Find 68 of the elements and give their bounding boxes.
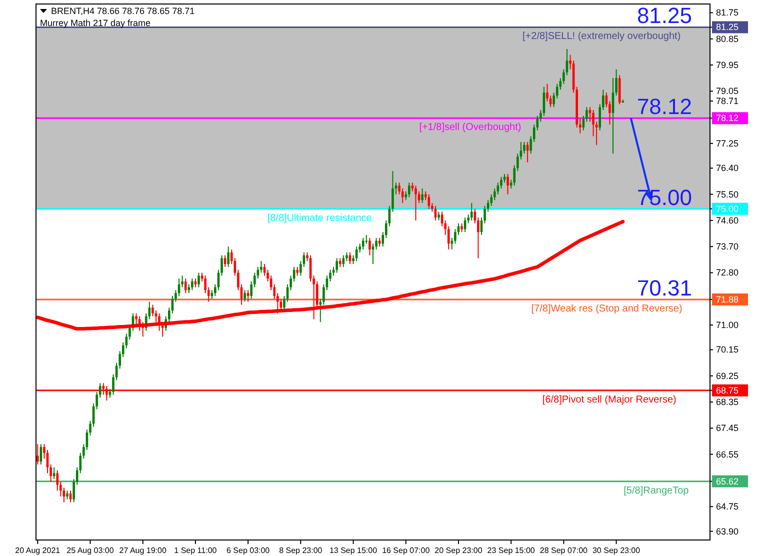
y-tick-label: 64.75 <box>716 502 739 512</box>
y-tick-label: 69.25 <box>716 370 739 381</box>
x-tick-label: 13 Sep 15:00 <box>329 546 378 555</box>
chart-title: BRENT,H4 78.66 78.76 78.65 78.71 <box>51 6 195 16</box>
candlestick <box>336 258 338 274</box>
candlestick <box>470 202 473 221</box>
ref-line-label: [+2/8]SELL! (extremely overbought) <box>522 31 681 42</box>
y-tick-label: 74.60 <box>716 215 739 226</box>
x-tick-label: 23 Sep 15:00 <box>487 546 536 555</box>
y-tick-label: 67.45 <box>716 423 739 434</box>
text: Murrey Math 217 day frame <box>40 18 151 28</box>
x-tick-label: 6 Sep 03:00 <box>226 546 270 555</box>
y-tick-label: 80.85 <box>716 34 739 44</box>
annotation: 75.00 <box>636 184 692 210</box>
annotation: 78.12 <box>636 94 692 120</box>
candlestick <box>408 182 410 198</box>
candlestick <box>224 254 226 268</box>
y-tick-label: 81.75 <box>716 8 739 18</box>
candlestick <box>198 272 200 288</box>
y-tick-label: 78.12 <box>716 113 739 124</box>
y-tick-label: 65.62 <box>716 476 739 486</box>
x-tick-label: 27 Aug 19:00 <box>119 546 167 555</box>
candlestick <box>414 185 417 221</box>
y-tick-label: 79.05 <box>716 86 739 96</box>
candlestick <box>191 278 194 291</box>
candlestick <box>506 173 509 195</box>
y-tick-label: 79.95 <box>716 60 739 70</box>
x-tick-label: 25 Aug 03:00 <box>66 546 114 555</box>
x-tick-label: 28 Sep 07:00 <box>540 546 588 555</box>
y-tick-label: 81.25 <box>716 22 739 32</box>
y-tick-label: 75.00 <box>716 204 739 214</box>
ref-line-label: [6/8]Pivot sell (Major Reverse) <box>542 394 676 406</box>
x-tick-label: 30 Sep 23:00 <box>592 546 641 555</box>
candlestick <box>62 487 66 503</box>
ref-line-label: [5/8]RangeTop <box>624 485 690 496</box>
y-tick-label: 75.50 <box>716 189 739 200</box>
y-tick-label: 77.25 <box>716 138 739 148</box>
candlestick <box>368 237 371 256</box>
x-tick-label: 16 Sep 07:00 <box>382 546 430 555</box>
y-tick-label: 78.71 <box>716 96 739 106</box>
y-tick-label: 68.75 <box>716 385 739 396</box>
y-tick-label: 70.15 <box>716 344 739 355</box>
x-tick-label: 1 Sep 11:00 <box>174 546 218 555</box>
y-tick-label: 71.00 <box>716 320 739 330</box>
candlestick <box>440 211 444 227</box>
y-tick-label: 63.90 <box>716 526 739 536</box>
candlestick <box>69 490 72 503</box>
candlestick <box>428 194 430 210</box>
ref-line-label: [7/8]Weak res (Stop and Reverse) <box>531 303 682 314</box>
candlestick <box>421 188 424 204</box>
x-tick-label: 8 Sep 23:00 <box>279 546 323 555</box>
y-tick-label: 73.70 <box>716 242 739 252</box>
y-tick-label: 72.80 <box>716 268 739 278</box>
ref-line-label: [8/8]Ultimate resistance <box>267 212 372 224</box>
y-tick-label: 71.88 <box>716 294 739 304</box>
annotation: 70.31 <box>636 275 692 300</box>
ref-line-label: [+1/8]sell (Overbought) <box>419 122 522 134</box>
x-tick-label: 20 Aug 2021 <box>15 546 61 555</box>
annotation: 81.25 <box>636 3 692 28</box>
candlestick <box>342 254 345 268</box>
x-tick-label: 20 Sep 23:00 <box>434 546 483 555</box>
candlestick <box>362 237 364 250</box>
y-tick-label: 66.55 <box>716 449 739 460</box>
candlestick <box>227 246 230 268</box>
candlestick <box>244 290 246 302</box>
candlestick <box>36 444 39 465</box>
y-tick-label: 76.40 <box>716 163 739 174</box>
y-tick-label: 68.35 <box>716 397 739 408</box>
